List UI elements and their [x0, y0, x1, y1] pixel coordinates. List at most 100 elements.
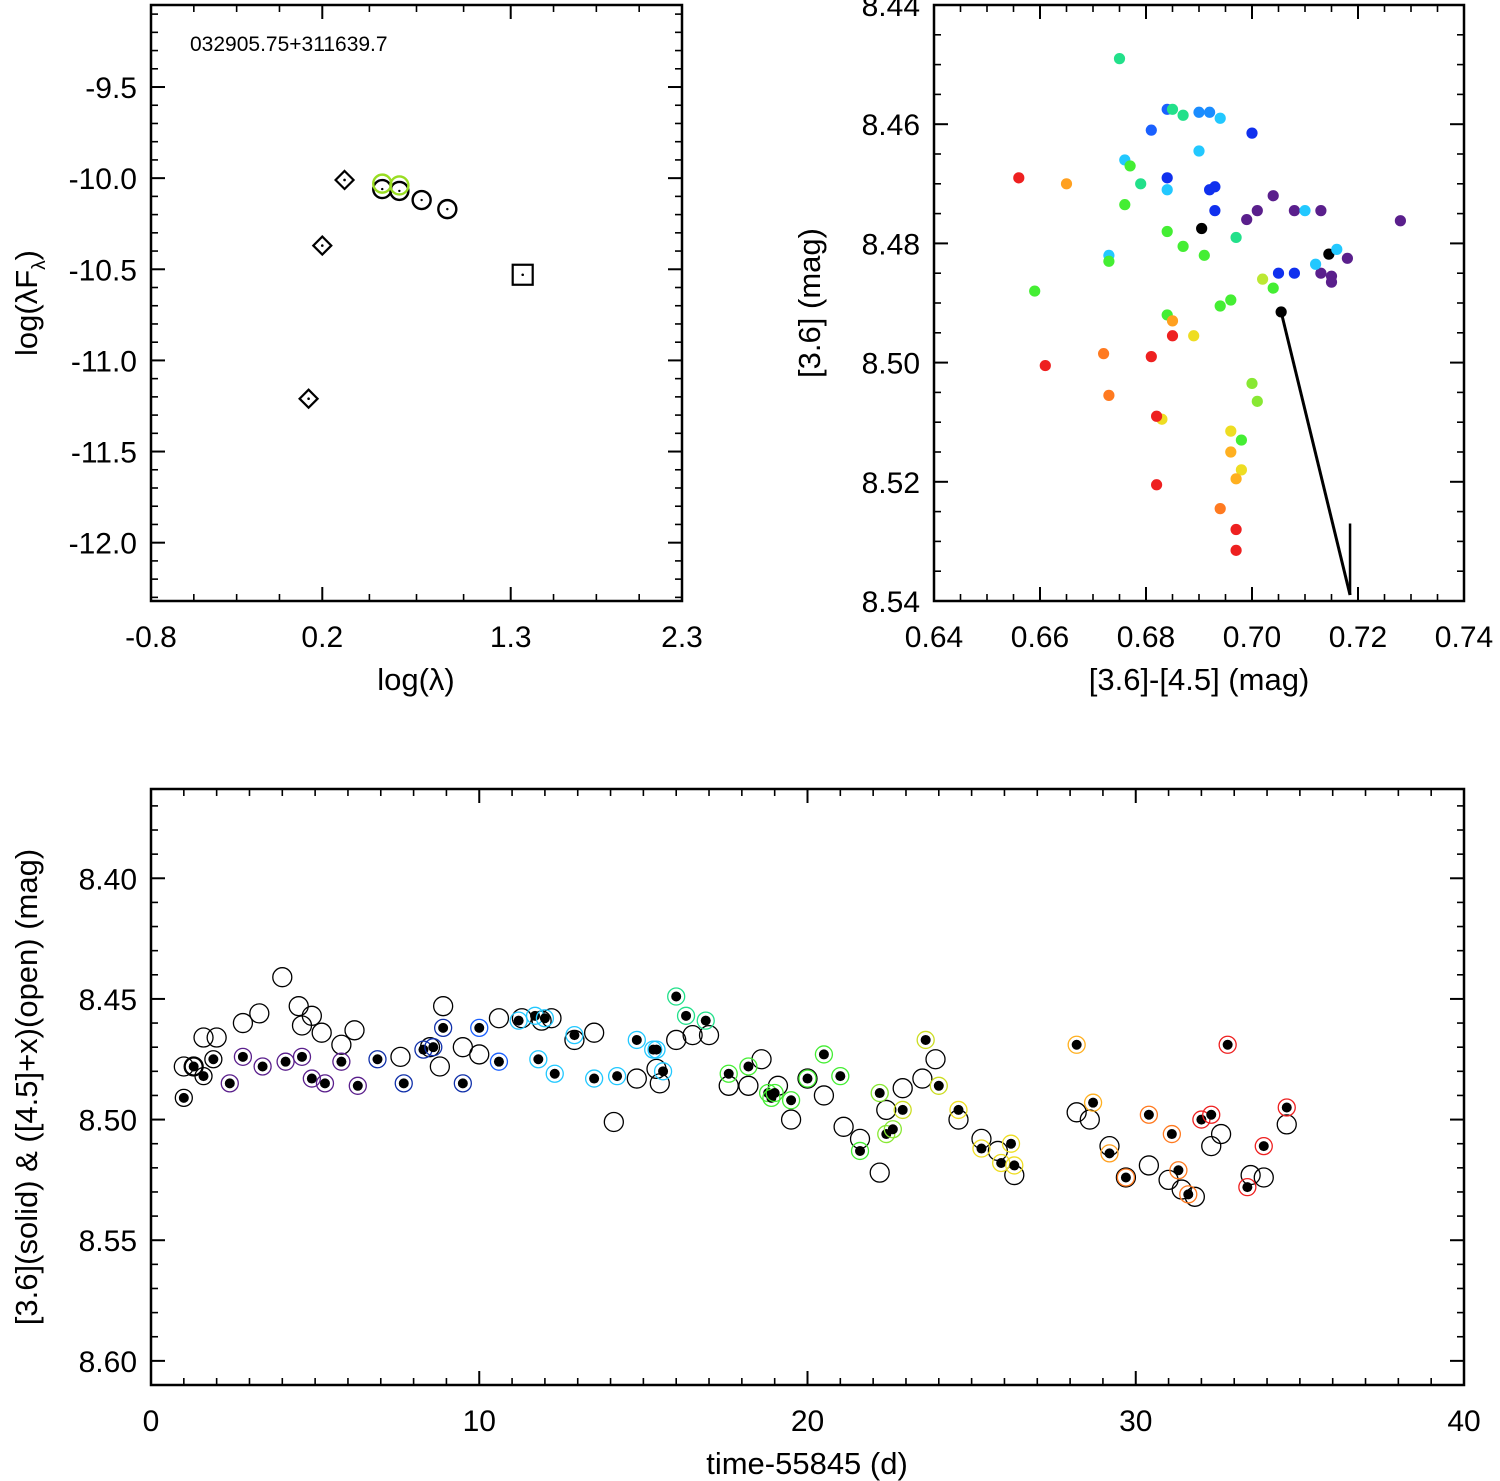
lc-open-point-45 [291, 1015, 313, 1036]
lc-color-ring [992, 1153, 1011, 1173]
lc-color-ring [1238, 1177, 1257, 1197]
lc-open-point-45 [301, 1005, 322, 1026]
cmd-point [1214, 112, 1226, 124]
cmd-point [1241, 213, 1253, 226]
cmd-y-axis-label: [3.6] (mag) [792, 228, 827, 378]
cmd-point [1039, 359, 1051, 372]
lc-color-ring [916, 1030, 935, 1050]
lc-solid-point-36 [855, 1145, 866, 1156]
cmd-point [1230, 523, 1242, 536]
cmd-point [1209, 205, 1221, 217]
lc-color-ring [1218, 1035, 1237, 1054]
lc-color-ring [204, 1050, 223, 1069]
lc-solid-point-36 [1196, 1114, 1207, 1125]
lc-solid-point-36 [1242, 1182, 1253, 1193]
sed-data-points [298, 169, 534, 410]
lc-color-ring [584, 1069, 604, 1088]
lc-open-point-45 [1066, 1102, 1087, 1123]
lc-x-tick-labels: 0 10 20 30 40 [143, 1405, 1481, 1438]
cmd-point [1188, 330, 1200, 342]
y-tick-label: 8.40 [79, 863, 137, 896]
lc-solid-point-36 [1104, 1148, 1115, 1159]
sed-circle-point [389, 180, 410, 202]
lc-color-ring [276, 1052, 295, 1071]
lc-solid-point-36 [953, 1104, 964, 1115]
cmd-point [1246, 377, 1258, 390]
cmd-point [1098, 348, 1110, 360]
lc-color-ring [814, 1045, 834, 1064]
lc-solid-point-36 [818, 1049, 829, 1060]
y-tick-label: 8.44 [862, 0, 920, 23]
y-tick-label: 8.46 [862, 109, 920, 142]
lc-solid-point-36 [1120, 1172, 1131, 1183]
lc-color-ring [174, 1088, 193, 1108]
lc-solid-point-36 [1088, 1097, 1099, 1108]
lc-color-ring [1100, 1144, 1119, 1163]
lc-solid-point-36 [631, 1034, 642, 1045]
lc-solid-point-36 [237, 1051, 248, 1062]
sed-green-circle-point [389, 175, 410, 196]
sed-point-center [343, 178, 346, 182]
cmd-point [1230, 231, 1242, 244]
light-curve-panel: 0 10 20 30 40 8.40 8.45 8.50 8.55 8.60 time-5584… [9, 787, 1481, 1481]
lc-solid-point-36 [1222, 1039, 1233, 1050]
lc-solid-point-36 [296, 1051, 307, 1062]
lc-open-point-45 [869, 1162, 890, 1183]
lc-open-point-45 [249, 1003, 270, 1024]
cmd-point [1331, 243, 1343, 255]
lc-open-point-45 [1210, 1123, 1232, 1145]
cmd-point [1299, 205, 1311, 217]
y-tick-label: 8.60 [79, 1346, 137, 1379]
cmd-point [1225, 294, 1237, 306]
lc-solid-point-36 [786, 1095, 797, 1106]
lc-color-ring [877, 1124, 896, 1144]
lc-solid-point-36 [1173, 1165, 1184, 1176]
lc-solid-point-36 [1206, 1109, 1217, 1120]
sed-x-axis-label: log(λ) [377, 662, 455, 697]
lc-solid-point-36 [257, 1061, 268, 1072]
lc-open-point-45 [344, 1020, 365, 1041]
lc-color-ring [850, 1141, 870, 1161]
lc-color-ring [1254, 1136, 1273, 1156]
cmd-point [1193, 106, 1205, 118]
lc-open-point-45 [876, 1099, 897, 1121]
cmd-point [1166, 103, 1179, 115]
lc-open-point-45 [912, 1068, 933, 1089]
y-tick-label: 8.45 [79, 984, 137, 1017]
cmd-data-points [1013, 53, 1406, 556]
lc-color-ring [653, 1062, 673, 1081]
lc-color-ring [535, 1009, 555, 1028]
cmd-x-tick-labels: 0.64 0.66 0.68 0.70 0.72 0.74 [905, 621, 1493, 654]
lc-solid-point-36 [438, 1022, 449, 1033]
lc-solid-point-36 [1006, 1138, 1017, 1149]
lc-color-ring [929, 1076, 948, 1095]
y-tick-label: 8.48 [862, 228, 920, 261]
cmd-point [1029, 285, 1041, 297]
lc-open-point-45 [987, 1140, 1009, 1162]
cmd-point [1288, 267, 1300, 279]
x-tick-label: 0.74 [1435, 621, 1493, 654]
lc-solid-point-36 [372, 1054, 383, 1065]
lc-open-point-45 [1253, 1167, 1274, 1188]
lc-solid-point-36 [920, 1034, 931, 1045]
lc-color-ring [368, 1050, 387, 1069]
lc-color-ring [893, 1100, 912, 1120]
lc-open-point-45 [925, 1049, 946, 1070]
lc-color-ring [565, 1025, 584, 1045]
lc-solid-point-36 [887, 1124, 898, 1135]
lc-open-point-45 [469, 1044, 490, 1065]
lc-color-ring [719, 1064, 738, 1083]
x-tick-label: 10 [463, 1405, 496, 1438]
x-tick-label: 1.3 [490, 621, 532, 654]
cmd-point [1251, 205, 1263, 217]
cmd-plot-frame [932, 3, 1466, 603]
cmd-point [1230, 473, 1242, 485]
cmd-point [1060, 178, 1073, 190]
cmd-point [1161, 172, 1173, 184]
lc-solid-point-36 [428, 1042, 439, 1053]
lc-open-point-45 [390, 1046, 411, 1067]
sed-x-tick-labels: -0.8 0.2 1.3 2.3 [125, 621, 703, 654]
lc-solid-point-36 [1009, 1160, 1020, 1171]
lc-color-ring [781, 1091, 801, 1110]
lc-solid-point-36 [700, 1015, 711, 1026]
